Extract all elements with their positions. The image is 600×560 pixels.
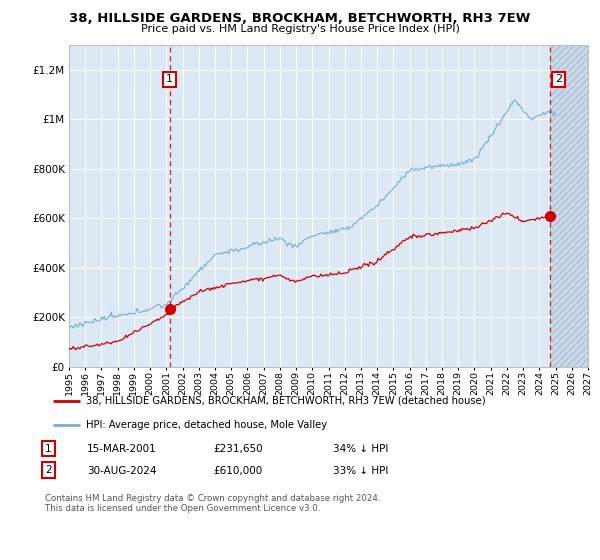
Text: 30-AUG-2024: 30-AUG-2024 — [87, 466, 157, 476]
Text: £231,650: £231,650 — [213, 444, 263, 454]
Text: 2: 2 — [555, 74, 562, 85]
Text: Contains HM Land Registry data © Crown copyright and database right 2024.
This d: Contains HM Land Registry data © Crown c… — [45, 494, 380, 514]
Text: Price paid vs. HM Land Registry's House Price Index (HPI): Price paid vs. HM Land Registry's House … — [140, 24, 460, 34]
Text: 33% ↓ HPI: 33% ↓ HPI — [333, 466, 388, 476]
Text: 15-MAR-2001: 15-MAR-2001 — [87, 444, 157, 454]
Text: £610,000: £610,000 — [213, 466, 262, 476]
Text: 38, HILLSIDE GARDENS, BROCKHAM, BETCHWORTH, RH3 7EW: 38, HILLSIDE GARDENS, BROCKHAM, BETCHWOR… — [70, 12, 530, 25]
Text: 1: 1 — [45, 444, 52, 454]
Bar — [550, 45, 588, 367]
Text: HPI: Average price, detached house, Mole Valley: HPI: Average price, detached house, Mole… — [86, 420, 327, 430]
Text: 38, HILLSIDE GARDENS, BROCKHAM, BETCHWORTH, RH3 7EW (detached house): 38, HILLSIDE GARDENS, BROCKHAM, BETCHWOR… — [86, 396, 485, 406]
Text: 34% ↓ HPI: 34% ↓ HPI — [333, 444, 388, 454]
Text: 1: 1 — [166, 74, 173, 85]
Text: 2: 2 — [45, 465, 52, 475]
